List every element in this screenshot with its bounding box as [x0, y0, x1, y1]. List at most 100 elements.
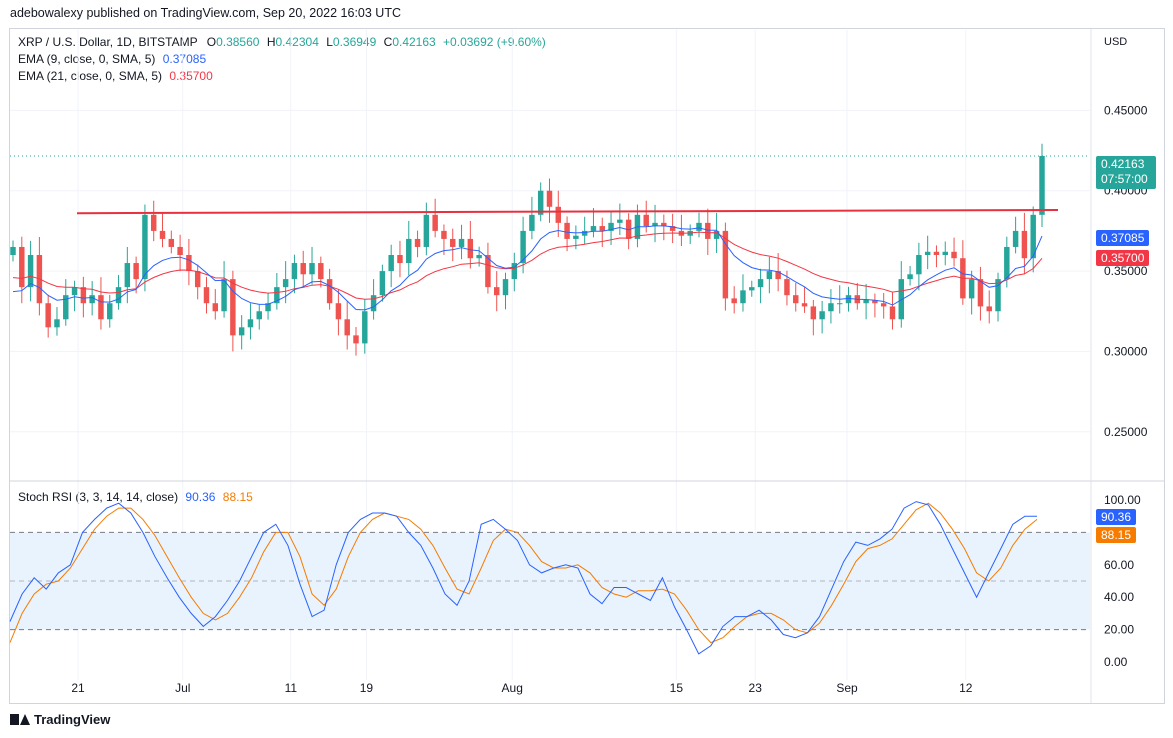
stoch-lines — [9, 501, 1038, 655]
candle-up — [828, 303, 834, 312]
candle-down — [98, 295, 104, 320]
candle-up — [968, 279, 975, 299]
candle-down — [731, 298, 737, 304]
candle-down — [793, 295, 799, 304]
candle-up — [898, 279, 905, 320]
candle-down — [889, 306, 896, 320]
stoch-label: Stoch RSI (3, 3, 14, 14, close) — [18, 490, 179, 504]
candle-down — [353, 335, 359, 344]
candle-up — [529, 214, 535, 231]
candle-up — [713, 230, 720, 239]
candle-down — [555, 206, 562, 223]
stoch-tick-label: 60.00 — [1104, 558, 1134, 572]
candle-up — [1012, 230, 1019, 247]
candle-down — [801, 303, 808, 307]
candle-up — [27, 255, 34, 288]
price-tick-label: 0.45000 — [1104, 103, 1148, 117]
candle-up — [1039, 155, 1045, 215]
candle-up — [256, 311, 262, 320]
stoch-d-line — [9, 502, 1038, 644]
candle-up — [423, 214, 430, 247]
candle-down — [150, 214, 157, 231]
resistance-trendline — [76, 209, 1059, 215]
close-label: C — [383, 35, 393, 49]
chart-frame — [9, 28, 1165, 704]
candle-up — [845, 295, 852, 304]
candle-down — [80, 287, 87, 304]
candle-up — [265, 303, 271, 312]
ema9-label: EMA (9, close, 0, SMA, 5) — [18, 52, 156, 66]
candle-up — [766, 271, 773, 280]
ema-lines — [12, 225, 1043, 311]
candle-up — [124, 263, 131, 288]
ema21-price-tag: 0.35700 — [1096, 250, 1150, 266]
candle-down — [872, 300, 878, 304]
candle-up — [309, 263, 315, 275]
candle-up — [581, 230, 588, 236]
candle-down — [19, 246, 25, 288]
candle-down — [643, 214, 649, 227]
stoch-band — [10, 531, 1090, 631]
candle-up — [63, 295, 69, 320]
stoch-k-tag: 90.36 — [1096, 509, 1137, 525]
candle-down — [186, 255, 192, 272]
candle-down — [810, 306, 817, 320]
candle-down — [986, 306, 992, 312]
time-tick-label: Aug — [502, 681, 523, 695]
candle-up — [476, 255, 482, 259]
time-tick-label: 11 — [285, 681, 298, 695]
time-tick-label: 21 — [71, 681, 85, 695]
candle-down — [951, 251, 957, 259]
candle-up — [696, 222, 702, 231]
candle-up — [907, 274, 913, 280]
candle-down — [450, 238, 456, 247]
candle-down — [432, 214, 438, 231]
candle-up — [924, 251, 931, 255]
candle-up — [282, 279, 289, 288]
candle-up — [740, 290, 746, 304]
stoch-tick-label: 0.00 — [1104, 655, 1128, 669]
trendline-group — [10, 155, 1090, 215]
candle-down — [705, 222, 711, 239]
footer-brand[interactable]: TradingView — [10, 712, 110, 727]
candle-down — [977, 279, 984, 307]
candle-up — [370, 295, 377, 312]
candle-up — [590, 226, 597, 231]
currency-label: USD — [1104, 36, 1127, 48]
ema21-legend: EMA (21, close, 0, SMA, 5) 0.35700 — [18, 69, 213, 83]
candle-up — [916, 255, 922, 275]
candle-up — [54, 319, 60, 328]
candle-up — [274, 287, 280, 304]
candle-up — [652, 222, 658, 227]
candle-down — [45, 303, 51, 328]
candle-up — [89, 295, 95, 304]
stoch-k-value: 90.36 — [185, 490, 216, 504]
time-tick-label: 15 — [670, 681, 684, 695]
candle-down — [880, 303, 887, 307]
publish-info: adebowalexy published on TradingView.com… — [10, 6, 401, 20]
countdown-value: 07:57:00 — [1101, 172, 1148, 186]
ema9-legend: EMA (9, close, 0, SMA, 5) 0.37085 — [18, 52, 206, 66]
candle-down — [722, 230, 729, 299]
candle-down — [300, 263, 306, 275]
stoch-d-value: 88.15 — [222, 490, 253, 504]
tradingview-logo-icon — [10, 714, 30, 725]
candle-up — [836, 303, 843, 305]
candle-down — [159, 230, 166, 239]
candle-down — [335, 303, 342, 320]
candle-up — [942, 251, 948, 255]
time-tick-label: Sep — [836, 681, 858, 695]
candle-up — [520, 230, 526, 264]
open-label: O — [206, 35, 217, 49]
candle-down — [194, 271, 201, 288]
candle-down — [661, 222, 667, 227]
time-tick-label: 12 — [959, 681, 973, 695]
candle-up — [142, 214, 148, 280]
candle-up — [749, 287, 755, 291]
brand-name: TradingView — [34, 712, 111, 727]
candle-down — [318, 263, 324, 280]
candle-up — [1004, 246, 1010, 280]
candle-up — [406, 238, 412, 264]
candle-up — [107, 303, 113, 320]
